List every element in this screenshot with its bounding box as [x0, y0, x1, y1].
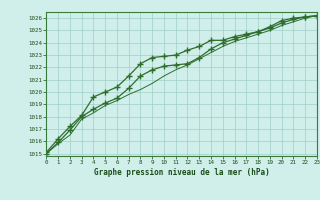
X-axis label: Graphe pression niveau de la mer (hPa): Graphe pression niveau de la mer (hPa): [94, 168, 269, 177]
